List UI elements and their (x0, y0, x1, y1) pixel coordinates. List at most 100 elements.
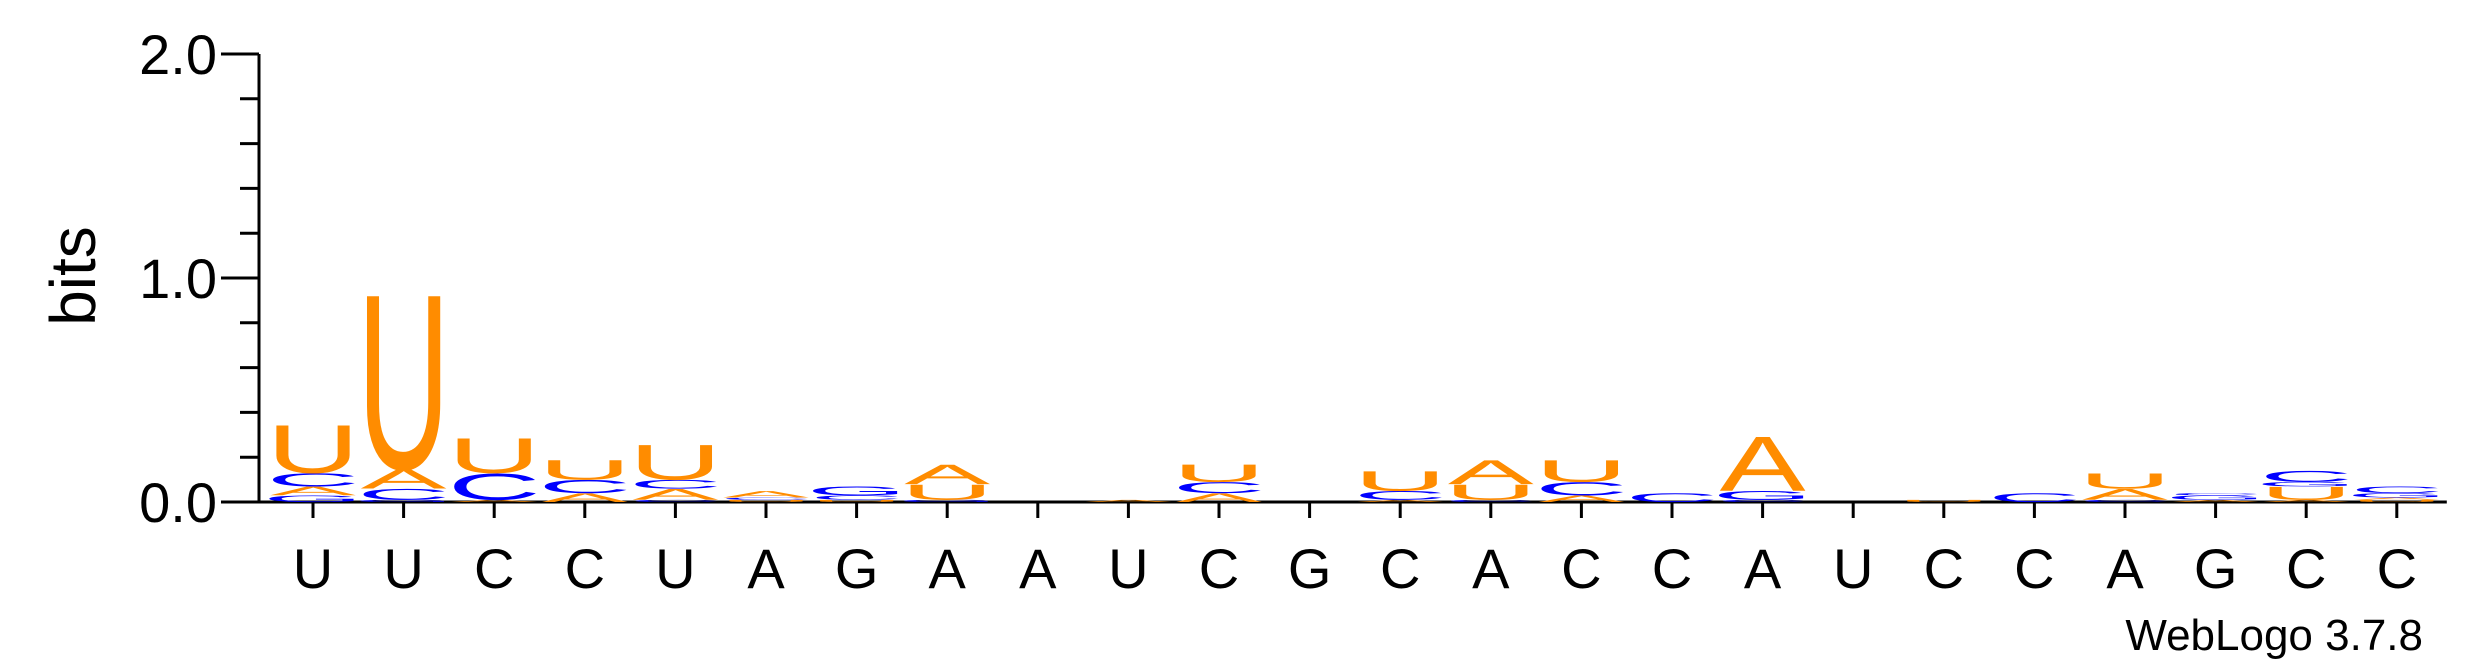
logo-letter-C: C (538, 476, 631, 497)
logo-letter-glyph: C (2078, 499, 2171, 502)
logo-letter-U: U (810, 499, 903, 502)
logo-letter-glyph: C (1625, 491, 1718, 505)
logo-letter-glyph: A (2082, 486, 2169, 503)
logo-letter-glyph: C (357, 486, 450, 503)
x-tick-label: C (2014, 537, 2054, 600)
logo-letter-glyph: G (1712, 489, 1812, 503)
x-tick-label: C (1380, 537, 1420, 600)
logo-letter-A: A (1720, 420, 1806, 508)
logo-letter-U: U (538, 454, 631, 485)
logo-letter-glyph: G (806, 484, 906, 498)
logo-letter-glyph: C (2260, 468, 2353, 485)
y-axis-label: bits (37, 226, 109, 326)
logo-letter-glyph: A (1357, 499, 1443, 502)
logo-letter-G: G (2256, 481, 2356, 488)
x-tick-label: U (1108, 537, 1148, 600)
logo-letter-glyph: C (1535, 478, 1628, 499)
logo-letter-G: G (1712, 489, 1812, 503)
logo-letter-C: C (2078, 499, 2171, 502)
logo-letter-glyph: C (448, 466, 541, 508)
logo-letter-glyph: A (2263, 499, 2349, 502)
logo-letter-glyph: U (810, 499, 903, 502)
x-tick-label: C (1924, 537, 1964, 600)
logo-letter-A: A (361, 463, 448, 494)
logo-letter-A: A (2354, 497, 2440, 500)
x-tick-label: A (1472, 537, 1510, 600)
logo-letter-glyph: U (1172, 459, 1265, 487)
x-tick-label: G (835, 537, 879, 600)
logo-letter-U: U (357, 243, 450, 522)
logo-letter-G: G (263, 494, 363, 504)
logo-letter-C: C (266, 469, 359, 490)
logo-letter-glyph: A (2354, 497, 2440, 500)
logo-letter-glyph: C (1172, 479, 1265, 496)
logo-letter-A: A (1357, 499, 1443, 502)
logo-letter-G: G (897, 499, 997, 502)
logo-letter-glyph: C (266, 469, 359, 490)
logo-letter-glyph: C (810, 494, 903, 501)
logo-letter-glyph: U (1535, 453, 1628, 488)
logo-letter-C: C (1444, 499, 1537, 502)
logo-letter-glyph: U (2350, 499, 2443, 502)
logo-letter-glyph: G (2165, 494, 2265, 501)
logo-letter-C: C (1354, 489, 1447, 503)
logo-letter-glyph: U (538, 454, 631, 485)
logo-letter-C: C (2169, 492, 2262, 495)
logo-letter-glyph: A (632, 486, 719, 503)
logo-letter-glyph: U (2078, 469, 2171, 494)
logo-letter-glyph: G (263, 494, 363, 504)
y-tick-label: 2.0 (139, 23, 217, 86)
logo-letter-U: U (901, 480, 994, 505)
x-tick-label: U (383, 537, 423, 600)
logo-letter-glyph: C (2169, 492, 2262, 495)
logo-letter-C: C (1535, 478, 1628, 499)
logo-letter-glyph: A (1720, 420, 1806, 508)
logo-letter-C: C (2260, 468, 2353, 485)
logo-letter-glyph: U (266, 410, 359, 487)
y-axis: 0.0 1.0 2.0 (139, 23, 261, 534)
logo-letter-glyph: C (2350, 485, 2443, 495)
x-tick-label: A (1019, 537, 1057, 600)
logo-letter-glyph: U (448, 427, 541, 483)
logo-letter-U: U (1535, 453, 1628, 488)
logo-letter-glyph: A (1085, 499, 1171, 502)
logo-letter-glyph: C (1716, 499, 1809, 502)
logo-letter-glyph: U (1897, 499, 1990, 502)
logo-letter-glyph: A (1538, 494, 1624, 504)
logo-letter-C: C (1625, 491, 1718, 505)
logo-letter-glyph: A (1176, 491, 1262, 505)
logo-letter-glyph: C (1354, 489, 1447, 503)
logo-letter-C: C (629, 477, 722, 491)
logo-letter-U: U (266, 410, 359, 487)
logo-letter-glyph: A (2173, 499, 2259, 502)
logo-letter-C: C (357, 486, 450, 503)
x-tick-label: C (2286, 537, 2326, 600)
logo-letter-U: U (1444, 480, 1537, 505)
logo-letter-glyph: C (1988, 491, 2081, 505)
logo-letter-U: U (1172, 459, 1265, 487)
logo-letter-G: G (2165, 494, 2265, 501)
logo-letter-U: U (448, 427, 541, 483)
x-tick-label: C (565, 537, 605, 600)
logo-letter-U: U (2078, 469, 2171, 494)
logo-letter-C: C (810, 494, 903, 501)
logo-letter-glyph: C (629, 477, 722, 491)
logo-letter-C: C (448, 466, 541, 508)
logo-letter-A: A (451, 499, 537, 502)
logo-letter-A: A (270, 484, 356, 498)
y-tick-label: 0.0 (139, 471, 217, 534)
logo-letter-A: A (1085, 499, 1171, 502)
logo-letter-glyph: G (353, 499, 453, 502)
logo-letter-glyph: C (719, 497, 812, 500)
logo-letter-glyph: C (629, 499, 722, 502)
y-tick-label: 1.0 (139, 247, 217, 310)
x-tick-label: C (2377, 537, 2417, 600)
x-tick-label: A (929, 537, 967, 600)
logo-letter-U: U (2260, 483, 2353, 504)
logo-letter-G: G (2347, 492, 2447, 499)
logo-letter-glyph: A (451, 499, 537, 502)
logo-letter-glyph: G (2256, 481, 2356, 488)
logo-letter-C: C (629, 499, 722, 502)
logo-letter-glyph: U (1444, 480, 1537, 505)
